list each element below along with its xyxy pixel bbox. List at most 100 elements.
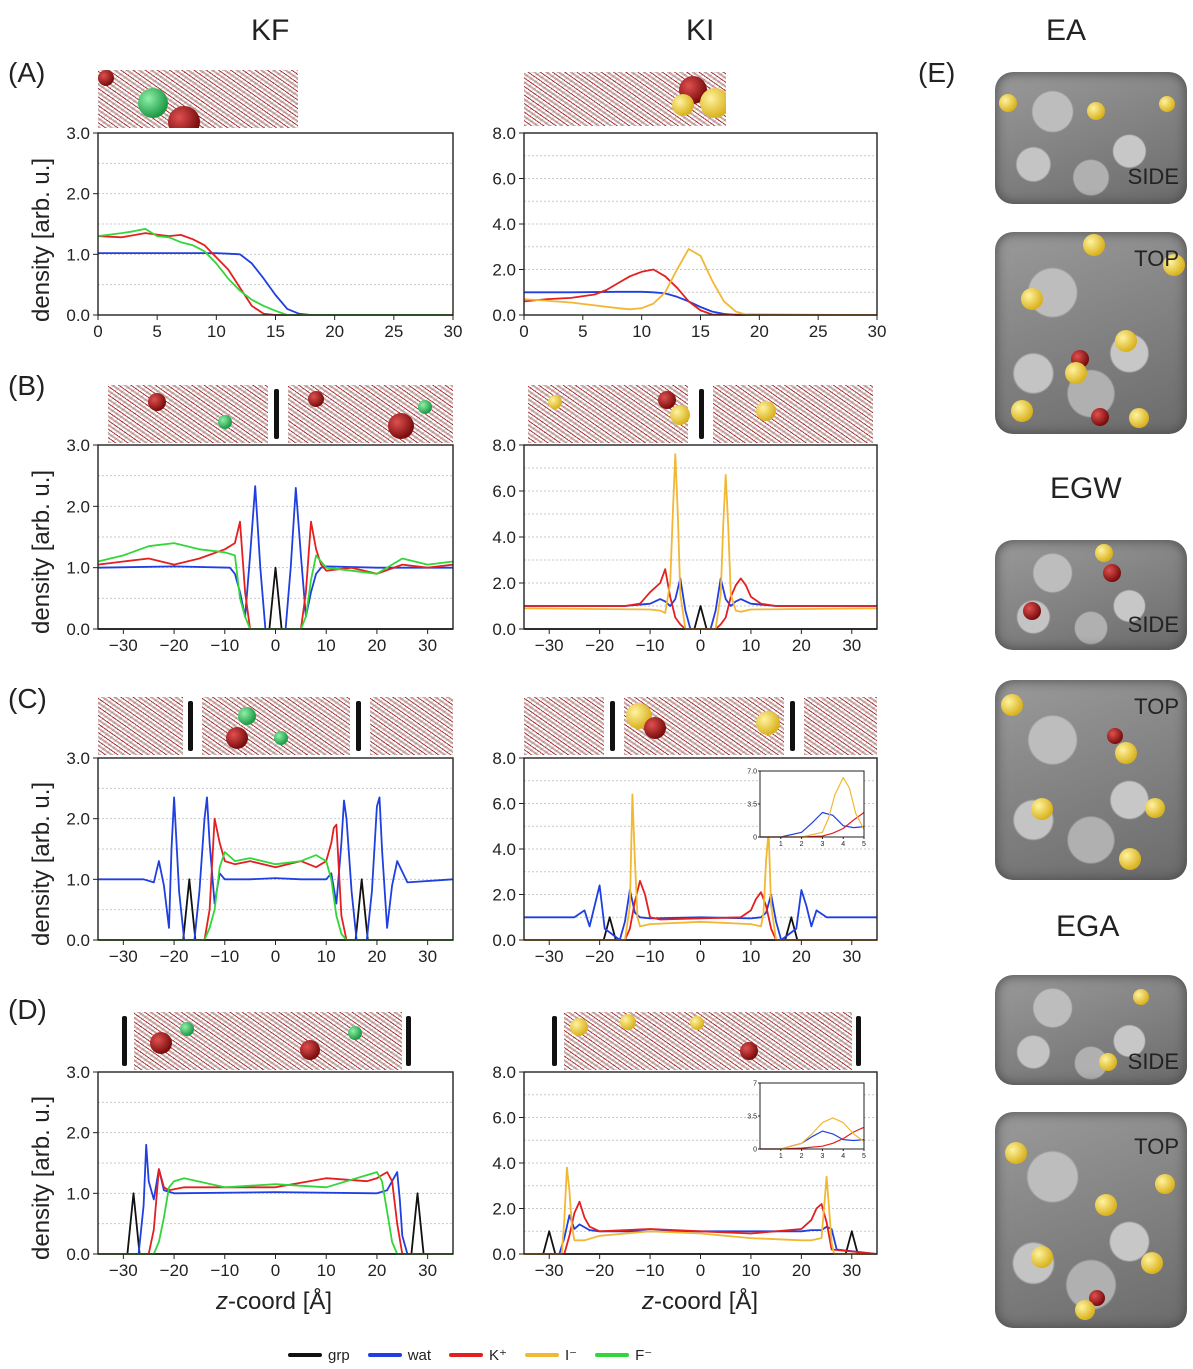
top-label: TOP <box>1134 694 1179 719</box>
legend-label: K⁺ <box>489 1347 507 1364</box>
y-tick-label: 0.0 <box>66 306 90 325</box>
series-line-f <box>98 1171 453 1255</box>
x-tick-label: 20 <box>367 1261 386 1280</box>
legend-label: F⁻ <box>635 1347 653 1364</box>
x-tick-label: 10 <box>317 1261 336 1280</box>
legend-item-grp: grp <box>288 1347 350 1364</box>
x-tick-label: −10 <box>636 947 665 966</box>
y-tick-label: 2.0 <box>66 1124 90 1143</box>
y-tick-label: 6.0 <box>492 170 516 189</box>
series-line-f <box>98 851 453 941</box>
x-tick-label: 10 <box>632 322 651 341</box>
y-tick-label: 6.0 <box>492 1109 516 1128</box>
series-line-k <box>98 817 453 941</box>
x-tick-label: −20 <box>160 636 189 655</box>
x-tick-label: 10 <box>317 947 336 966</box>
x-axis-var: z <box>216 1288 228 1315</box>
x-tick-label: 20 <box>367 636 386 655</box>
y-tick-label: 0.0 <box>66 1245 90 1264</box>
plot-area <box>760 1083 864 1149</box>
x-tick-label: 20 <box>750 322 769 341</box>
x-tick-label: 30 <box>868 322 887 341</box>
x-tick-label: 0 <box>696 636 705 655</box>
x-tick-label: 30 <box>842 947 861 966</box>
y-axis-label-c-kf: density [arb. u.] <box>28 781 55 946</box>
snapshot-b-ki <box>528 385 873 443</box>
surface-ea-side: SIDE <box>995 72 1187 204</box>
top-label: TOP <box>1134 246 1179 271</box>
y-tick-label: 1.0 <box>66 1184 90 1203</box>
legend-swatch <box>524 1353 559 1357</box>
legend-item-k: K⁺ <box>449 1346 507 1364</box>
x-tick-label: −30 <box>535 1261 564 1280</box>
y-tick-label: 0.0 <box>66 620 90 639</box>
x-tick-label: 30 <box>842 1261 861 1280</box>
surface-ea-top: TOP <box>995 232 1187 434</box>
y-tick-label: 8.0 <box>492 436 516 455</box>
x-tick-label: −30 <box>535 947 564 966</box>
x-tick-label: −20 <box>585 947 614 966</box>
x-tick-label: −30 <box>109 947 138 966</box>
x-tick-label: 0 <box>696 947 705 966</box>
y-tick-label: 2.0 <box>66 810 90 829</box>
surface-egw-top: TOP <box>995 680 1187 880</box>
y-tick-label: 2.0 <box>492 886 516 905</box>
series-line-k <box>524 880 877 941</box>
y-tick-label: 1.0 <box>66 870 90 889</box>
x-tick-label: 2 <box>800 841 804 848</box>
x-tick-label: 30 <box>418 947 437 966</box>
side-label: SIDE <box>1127 164 1179 189</box>
x-tick-label: −10 <box>636 1261 665 1280</box>
x-tick-label: 0 <box>271 636 280 655</box>
x-tick-label: 1 <box>779 841 783 848</box>
series-line-k <box>523 268 878 316</box>
panel-label-d: (D) <box>8 994 47 1025</box>
x-tick-label: 15 <box>691 322 710 341</box>
x-tick-label: 10 <box>317 636 336 655</box>
x-axis-unit: -coord [Å] <box>228 1288 333 1315</box>
panel-label-c: (C) <box>8 683 47 714</box>
column-title-ea: EA <box>1046 14 1087 47</box>
x-tick-label: 0 <box>271 947 280 966</box>
x-tick-label: 25 <box>384 322 403 341</box>
y-tick-label: 2.0 <box>66 185 90 204</box>
legend-label: grp <box>328 1346 350 1364</box>
chart-legend: grp wat K⁺ I⁻ F⁻ <box>288 1346 652 1364</box>
y-tick-label: 6.0 <box>492 795 516 814</box>
legend-item-f: F⁻ <box>595 1346 652 1364</box>
y-tick-label: 2.0 <box>492 1200 516 1219</box>
x-tick-label: 25 <box>809 322 828 341</box>
surface-ega-top: TOP <box>995 1112 1187 1328</box>
y-tick-label: 4.0 <box>492 840 516 859</box>
y-tick-label: 2.0 <box>492 261 516 280</box>
x-tick-label: 15 <box>266 322 285 341</box>
snapshot-a-kf <box>98 70 298 128</box>
x-tick-label: 20 <box>792 636 811 655</box>
x-tick-label: 10 <box>741 947 760 966</box>
snapshot-c-kf <box>98 697 453 755</box>
y-tick-label: 3.0 <box>66 1063 90 1082</box>
y-tick-label: 1.0 <box>66 245 90 264</box>
series-line-k <box>98 1168 453 1255</box>
legend-item-i: I⁻ <box>524 1346 577 1364</box>
column-title-ki: KI <box>686 14 715 47</box>
y-tick-label: 8.0 <box>492 124 516 143</box>
series-line-i <box>760 776 865 838</box>
side-label: SIDE <box>1127 612 1179 637</box>
snapshot-d-ki <box>550 1012 865 1070</box>
series-line-i <box>524 1166 877 1255</box>
y-tick-label: 1.0 <box>66 559 90 578</box>
x-tick-label: 20 <box>792 947 811 966</box>
x-tick-label: 3 <box>820 1153 824 1160</box>
y-tick-label: 4.0 <box>492 528 516 547</box>
x-tick-label: −20 <box>585 1261 614 1280</box>
legend-swatch <box>595 1353 630 1357</box>
y-tick-label: 8.0 <box>492 1063 516 1082</box>
snapshot-d-kf <box>120 1012 415 1070</box>
